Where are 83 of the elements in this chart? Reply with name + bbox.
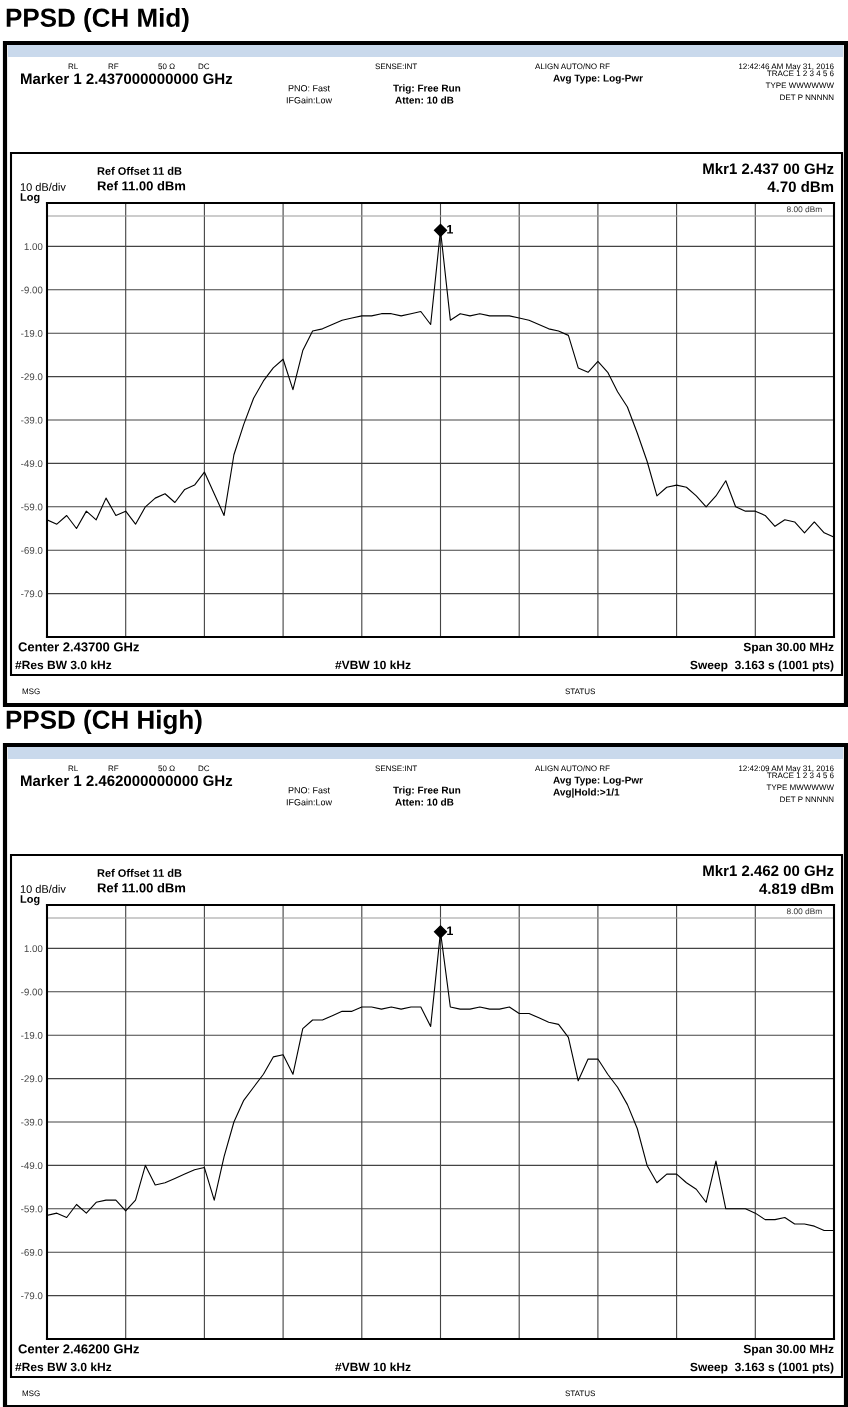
text: RF (108, 765, 119, 772)
text: DET P NNNNN (780, 796, 834, 803)
text: 12:42:09 AM May 31, 2016 (738, 765, 834, 773)
annotation: 1 (447, 926, 454, 936)
text: Avg Type: Log-Pwr (553, 776, 643, 786)
text: Log (20, 193, 40, 204)
text: PNO: Fast (288, 787, 330, 794)
text: SENSE:INT (375, 63, 418, 70)
text: 4.70 dBm (767, 181, 834, 193)
text: Span 30.00 MHz (743, 642, 834, 654)
text: RF (108, 63, 119, 70)
text: Sweep 3.163 s (1001 pts) (690, 660, 834, 672)
text: TYPE WWWWWW (765, 82, 834, 89)
text: PNO: Fast (288, 85, 330, 92)
text: RL (68, 765, 78, 772)
text: #Res BW 3.0 kHz (15, 1362, 112, 1372)
annotation: 1 (447, 224, 454, 234)
text: ALIGN AUTO/NO RF (535, 63, 610, 70)
text: Ref 11.00 dBm (97, 882, 186, 893)
y-tick-label: -49.0 (21, 1162, 43, 1170)
y-tick-label: 1.00 (24, 945, 43, 953)
text: Trig: Free Run (393, 84, 461, 94)
text: Atten: 10 dB (395, 96, 454, 104)
text: Marker 1 2.462000000000 GHz (21, 775, 233, 787)
y-tick-label: -19.0 (21, 329, 43, 337)
text: Atten: 10 dB (395, 798, 454, 806)
y-tick-label: -79.0 (21, 590, 43, 598)
text: MSG (22, 1390, 40, 1397)
text: #VBW 10 kHz (335, 1362, 411, 1372)
y-tick-label: -79.0 (21, 1292, 43, 1300)
text: Center 2.46200 GHz (18, 1344, 139, 1354)
text: Mkr1 2.437 00 GHz (703, 163, 834, 175)
text: 4.819 dBm (759, 883, 834, 895)
y-tick-label: -9.00 (21, 286, 43, 294)
ref-line-label: 8.00 dBm (786, 206, 822, 213)
y-tick-label: -39.0 (21, 416, 43, 424)
text: DC (198, 765, 210, 772)
text: MSG (22, 688, 40, 695)
y-tick-label: -29.0 (21, 1075, 43, 1083)
text: 12:42:46 AM May 31, 2016 (738, 63, 834, 71)
text: 50 Ω (158, 63, 175, 70)
text: ALIGN AUTO/NO RF (535, 765, 610, 772)
text: Span 30.00 MHz (743, 1344, 834, 1356)
text: 10 dB/div (20, 884, 66, 893)
text: Avg Type: Log-Pwr (553, 74, 643, 84)
text: Ref Offset 11 dB (97, 868, 182, 877)
text: TRACE 1 2 3 4 5 6 (767, 70, 834, 77)
y-tick-label: -69.0 (21, 1248, 43, 1256)
text: Trig: Free Run (393, 786, 461, 796)
y-tick-label: -9.00 (21, 988, 43, 996)
text: TYPE MWWWWW (766, 784, 834, 791)
text: TRACE 1 2 3 4 5 6 (767, 772, 834, 779)
text: SENSE:INT (375, 765, 418, 772)
text: DC (198, 63, 210, 70)
y-tick-label: -59.0 (21, 1205, 43, 1213)
chart-title: PPSD (CH High) (6, 709, 202, 735)
y-tick-label: 1.00 (24, 243, 43, 251)
y-tick-label: -39.0 (21, 1118, 43, 1126)
y-tick-label: -59.0 (21, 503, 43, 511)
y-tick-label: -19.0 (21, 1031, 43, 1039)
text: Log (20, 895, 40, 906)
y-tick-label: -29.0 (21, 373, 43, 381)
text: RL (68, 63, 78, 70)
y-tick-label: -49.0 (21, 460, 43, 468)
text: 50 Ω (158, 765, 175, 772)
text: Avg|Hold:>1/1 (553, 788, 620, 798)
chart-title: PPSD (CH Mid) (6, 7, 189, 33)
text: Ref 11.00 dBm (97, 180, 186, 191)
text: STATUS (565, 688, 596, 695)
text: Sweep 3.163 s (1001 pts) (690, 1362, 834, 1374)
y-tick-label: -69.0 (21, 546, 43, 554)
ref-line-label: 8.00 dBm (786, 908, 822, 915)
text: #VBW 10 kHz (335, 660, 411, 670)
text: Center 2.43700 GHz (18, 642, 139, 652)
text: #Res BW 3.0 kHz (15, 660, 112, 670)
text: Ref Offset 11 dB (97, 166, 182, 175)
text: IFGain:Low (286, 96, 333, 104)
text: 10 dB/div (20, 182, 66, 191)
text: Mkr1 2.462 00 GHz (703, 865, 834, 877)
text: IFGain:Low (286, 798, 333, 806)
text: Marker 1 2.437000000000 GHz (21, 73, 233, 85)
text: STATUS (565, 1390, 596, 1397)
text: DET P NNNNN (780, 94, 834, 101)
